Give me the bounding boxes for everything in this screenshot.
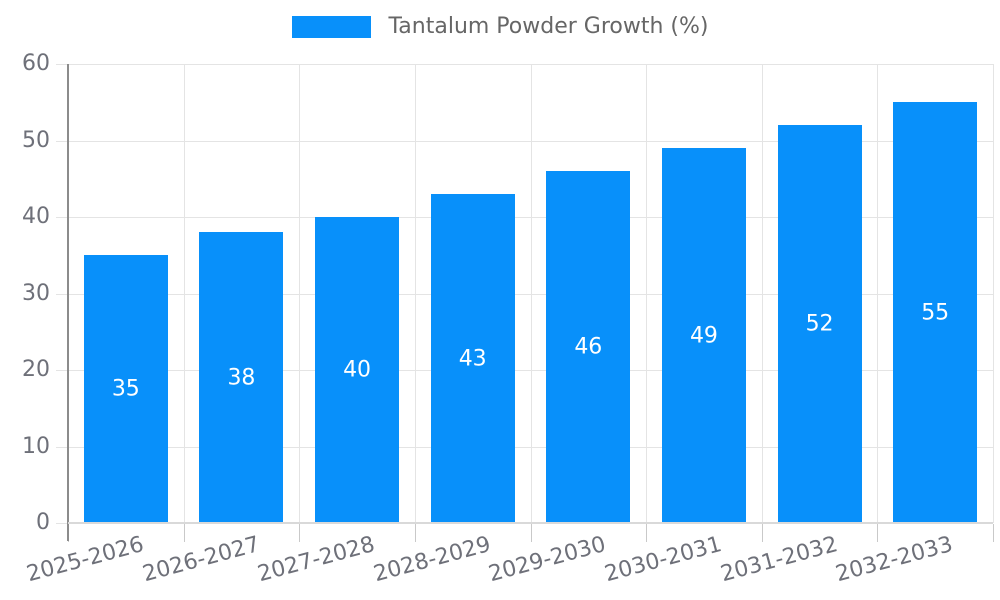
x-axis-tick — [530, 524, 532, 542]
x-axis-label: 2027-2028 — [255, 532, 378, 588]
bar-2029-2030[interactable] — [546, 171, 631, 523]
y-axis-tick — [56, 217, 68, 218]
y-axis-label: 50 — [22, 127, 50, 153]
y-axis-tick — [56, 64, 68, 65]
bar-2031-2032[interactable] — [777, 125, 862, 523]
bar-value-label: 38 — [227, 365, 256, 391]
bar-2026-2027[interactable] — [199, 232, 284, 523]
bar-2032-2033[interactable] — [893, 102, 978, 523]
v-gridline — [530, 64, 532, 523]
bar-value-label: 49 — [689, 323, 718, 349]
x-axis-label: 2025-2026 — [23, 532, 147, 588]
y-axis-tick — [56, 293, 68, 295]
bar-2030-2031[interactable] — [661, 148, 746, 523]
bar-2028-2029[interactable] — [430, 194, 515, 523]
y-axis-label: 20 — [22, 357, 50, 382]
x-axis-label: 2029-2030 — [486, 532, 609, 588]
y-axis-tick — [56, 370, 68, 371]
bar-value-label: 35 — [111, 376, 140, 402]
y-axis-tick — [56, 140, 68, 142]
bar-value-label: 52 — [805, 311, 834, 337]
x-axis-line — [68, 522, 993, 524]
v-gridline — [761, 64, 763, 523]
v-gridline — [183, 64, 185, 523]
y-axis-label: 30 — [22, 280, 50, 306]
x-axis-label: 2030-2031 — [602, 532, 725, 588]
v-gridline — [299, 64, 301, 523]
x-axis-tick — [646, 524, 648, 542]
x-axis-label: 2026-2027 — [139, 532, 262, 588]
y-axis-tick — [56, 523, 68, 524]
x-axis-label: 2028-2029 — [370, 532, 494, 588]
y-axis-label: 60 — [22, 51, 50, 76]
bar-value-label: 43 — [458, 346, 487, 372]
x-axis-label: 2032-2033 — [833, 532, 956, 588]
bar-2027-2028[interactable] — [315, 217, 400, 523]
legend-label: Tantalum Powder Growth (%) — [388, 14, 709, 39]
y-axis-tick — [56, 446, 68, 448]
y-axis-line — [67, 64, 69, 541]
y-axis-label: 10 — [22, 433, 50, 459]
x-axis-label: 2031-2032 — [717, 532, 841, 588]
x-axis-tick — [414, 524, 416, 542]
v-gridline — [646, 64, 648, 523]
bar-value-label: 40 — [343, 357, 372, 383]
y-axis-label: 0 — [36, 510, 50, 535]
x-axis-tick — [299, 524, 301, 542]
bar-value-label: 46 — [574, 334, 603, 360]
legend-swatch-icon — [291, 15, 371, 38]
v-gridline — [993, 64, 994, 523]
y-axis-label: 40 — [22, 204, 50, 229]
bar-2025-2026[interactable] — [83, 255, 168, 523]
x-axis-tick — [877, 524, 879, 542]
v-gridline — [414, 64, 416, 523]
x-axis-tick — [761, 524, 763, 542]
bar-value-label: 55 — [921, 300, 950, 326]
x-axis-tick — [993, 524, 994, 542]
v-gridline — [877, 64, 879, 523]
legend-item[interactable]: Tantalum Powder Growth (%) — [0, 14, 1000, 39]
x-axis-tick — [183, 524, 185, 542]
